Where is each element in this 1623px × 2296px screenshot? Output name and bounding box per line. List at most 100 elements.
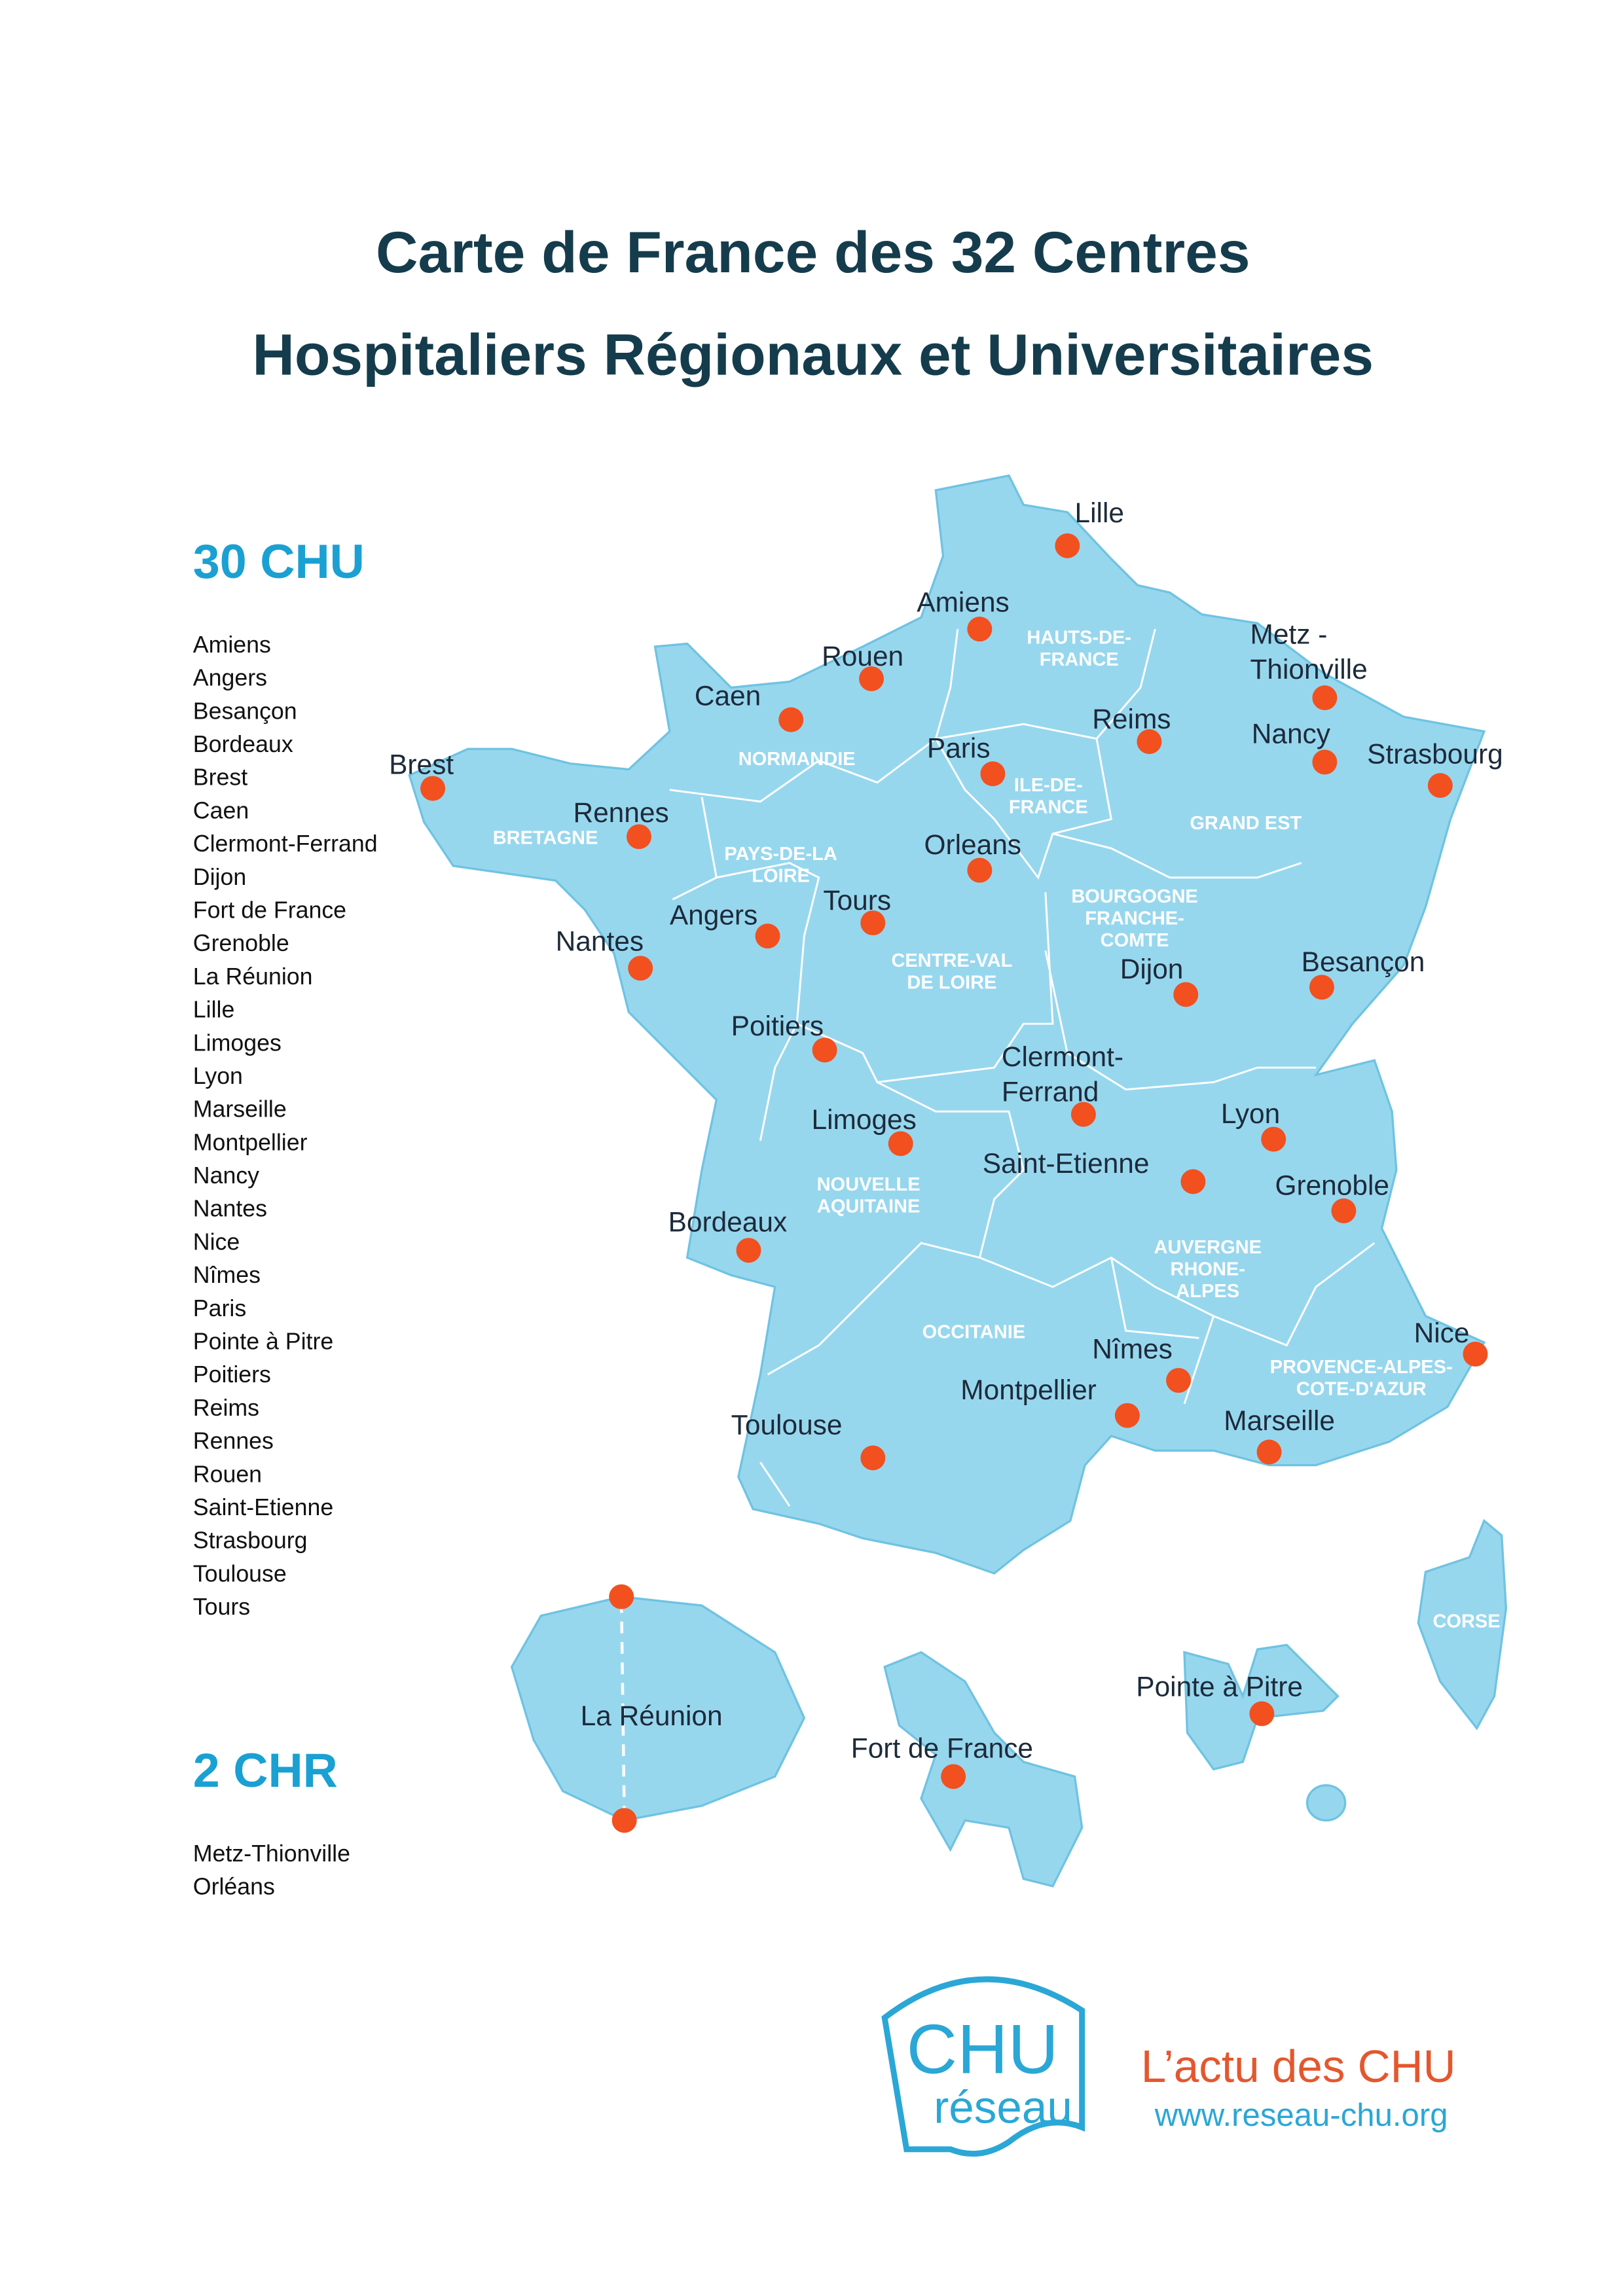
region-label: COMTE [1101,930,1169,951]
city-dot [941,1764,966,1789]
city-label: Rennes [573,797,668,828]
city-label: Fort de France [851,1732,1033,1763]
city-dot [1070,1102,1096,1127]
chu-item: Caen [193,797,249,823]
city-dot [1312,749,1338,775]
chu-item: Saint-Etienne [193,1494,333,1520]
city-dot [1166,1368,1192,1393]
chr-heading: 2 CHR [193,1743,338,1797]
chu-item: Nîmes [193,1262,261,1288]
city-dot [1261,1126,1286,1152]
guadeloupe-islet [1305,1784,1347,1822]
city-dot [1256,1439,1282,1465]
chu-item: Poitiers [193,1361,271,1388]
chu-item: La Réunion [193,963,313,990]
city-label: Clermont- [1002,1041,1123,1072]
city-dot [860,910,886,936]
region-borders [669,628,1376,1507]
chu-item: Lyon [193,1063,243,1089]
city-dot [1114,1403,1140,1428]
chu-item: Brest [193,764,247,791]
city-label: Bordeaux [668,1206,788,1237]
region-label: PAYS-DE-LA [724,844,837,865]
chu-item: Nancy [193,1162,259,1189]
chu-item: Bordeaux [193,731,293,757]
region-label: BOURGOGNE [1071,886,1197,907]
city-dot [626,824,651,850]
city-dot [1055,533,1080,558]
region-label: NOUVELLE [817,1174,921,1195]
chu-item: Tours [193,1594,250,1620]
chu-item: Angers [193,665,267,691]
chu-item: Lille [193,997,235,1023]
chr-item: Orléans [193,1874,275,1900]
region-label: OCCITANIE [922,1321,1025,1342]
logo-tagline: L’actu des CHU [1141,2041,1456,2092]
city-dot [609,1584,634,1609]
map: HAUTS-DE-FRANCENORMANDIEBRETAGNEPAYS-DE-… [389,474,1508,1888]
chu-item: Grenoble [193,930,289,956]
city-dot [628,956,653,981]
region-label: PROVENCE-ALPES- [1270,1357,1453,1378]
chu-item: Toulouse [193,1560,287,1587]
city-label: Rouen [822,641,903,672]
city-label: Reims [1092,704,1171,734]
city-label: Nîmes [1092,1334,1173,1365]
region-label: BRETAGNE [493,827,598,848]
region-label: RHONE- [1171,1259,1245,1280]
region-label: AUVERGNE [1154,1237,1262,1258]
city-dot [611,1808,637,1833]
city-dot [1173,982,1199,1007]
chu-heading: 30 CHU [193,534,365,588]
region-label: ALPES [1176,1281,1239,1302]
city-label: Nancy [1252,718,1331,749]
title-line: Hospitaliers Régionaux et Universitaires [252,322,1374,387]
city-label: Tours [823,885,891,916]
city-dot [888,1131,913,1157]
city-label: Metz - [1250,619,1327,650]
city-label: Nice [1414,1318,1470,1348]
city-dot [1427,773,1453,798]
region-label: CENTRE-VAL [891,950,1012,971]
chu-item: Paris [193,1295,246,1321]
chu-item: Nantes [193,1196,267,1222]
chu-item: Nice [193,1229,240,1255]
city-dot [1309,975,1334,1000]
la-reunion-island [510,1595,806,1822]
logo-house [881,1976,1085,2157]
city-dot [755,924,780,949]
chr-item: Metz-Thionville [193,1840,350,1867]
city-label: La Réunion [581,1700,723,1731]
chu-item: Pointe à Pitre [193,1329,333,1355]
city-dot [1331,1198,1357,1224]
city-dot [812,1037,837,1063]
region-label: COTE-D'AZUR [1296,1378,1427,1399]
title-line: Carte de France des 32 Centres [376,219,1250,285]
region-label: CORSE [1432,1611,1500,1632]
corse-island [1417,1518,1508,1731]
region-label: LOIRE [752,866,810,887]
city-label: Paris [927,733,991,764]
city-label: Orleans [924,829,1021,860]
city-label: Lille [1075,497,1124,528]
reunion-dashed-line [619,1601,626,1818]
city-label: Strasbourg [1367,739,1503,770]
chu-item: Amiens [193,632,271,658]
city-label: Toulouse [731,1410,843,1441]
city-dot [736,1238,761,1263]
chu-item: Besançon [193,698,297,724]
chu-item: Dijon [193,864,246,890]
city-dot [1137,729,1162,755]
city-dot [967,617,993,642]
city-label: Thionville [1250,654,1367,685]
city-label: Grenoble [1275,1170,1389,1200]
chu-item: Reims [193,1395,259,1421]
chu-item: Montpellier [193,1129,308,1155]
city-label: Angers [670,899,757,930]
chu-item: Fort de France [193,897,346,923]
chu-item: Rouen [193,1461,262,1487]
city-dot [980,761,1006,787]
city-label: Marseille [1224,1405,1335,1436]
city-dot [1312,685,1338,711]
